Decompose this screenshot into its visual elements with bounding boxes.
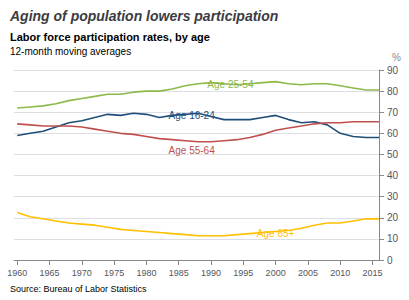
svg-text:Source: Bureau of Labor Statis: Source: Bureau of Labor Statistics: [10, 284, 147, 294]
svg-text:1995: 1995: [233, 268, 253, 278]
svg-text:1975: 1975: [104, 268, 124, 278]
svg-text:12-month moving averages: 12-month moving averages: [10, 46, 131, 57]
svg-text:20: 20: [387, 212, 399, 223]
svg-text:%: %: [392, 52, 401, 63]
svg-text:Age 16-24: Age 16-24: [169, 110, 216, 121]
svg-text:2015: 2015: [363, 268, 383, 278]
svg-text:1965: 1965: [40, 268, 60, 278]
svg-text:Age 25-54: Age 25-54: [207, 79, 254, 90]
svg-text:30: 30: [387, 191, 399, 202]
svg-text:Age 65+: Age 65+: [257, 228, 295, 239]
svg-text:1960: 1960: [7, 268, 27, 278]
svg-text:1980: 1980: [136, 268, 156, 278]
svg-text:1990: 1990: [201, 268, 221, 278]
svg-text:Aging of population lowers par: Aging of population lowers participation: [9, 8, 278, 24]
svg-text:10: 10: [387, 233, 399, 244]
svg-text:2000: 2000: [266, 268, 286, 278]
svg-text:2010: 2010: [330, 268, 350, 278]
svg-text:1970: 1970: [72, 268, 92, 278]
svg-text:50: 50: [387, 149, 399, 160]
svg-text:1985: 1985: [169, 268, 189, 278]
svg-text:Labor force participation rate: Labor force participation rates, by age: [10, 31, 210, 43]
svg-text:90: 90: [387, 65, 399, 76]
svg-text:2005: 2005: [298, 268, 318, 278]
svg-text:Age 55-64: Age 55-64: [169, 145, 216, 156]
svg-text:40: 40: [387, 170, 399, 181]
svg-text:70: 70: [387, 107, 399, 118]
svg-text:80: 80: [387, 86, 399, 97]
svg-text:0: 0: [387, 255, 393, 266]
svg-text:60: 60: [387, 128, 399, 139]
